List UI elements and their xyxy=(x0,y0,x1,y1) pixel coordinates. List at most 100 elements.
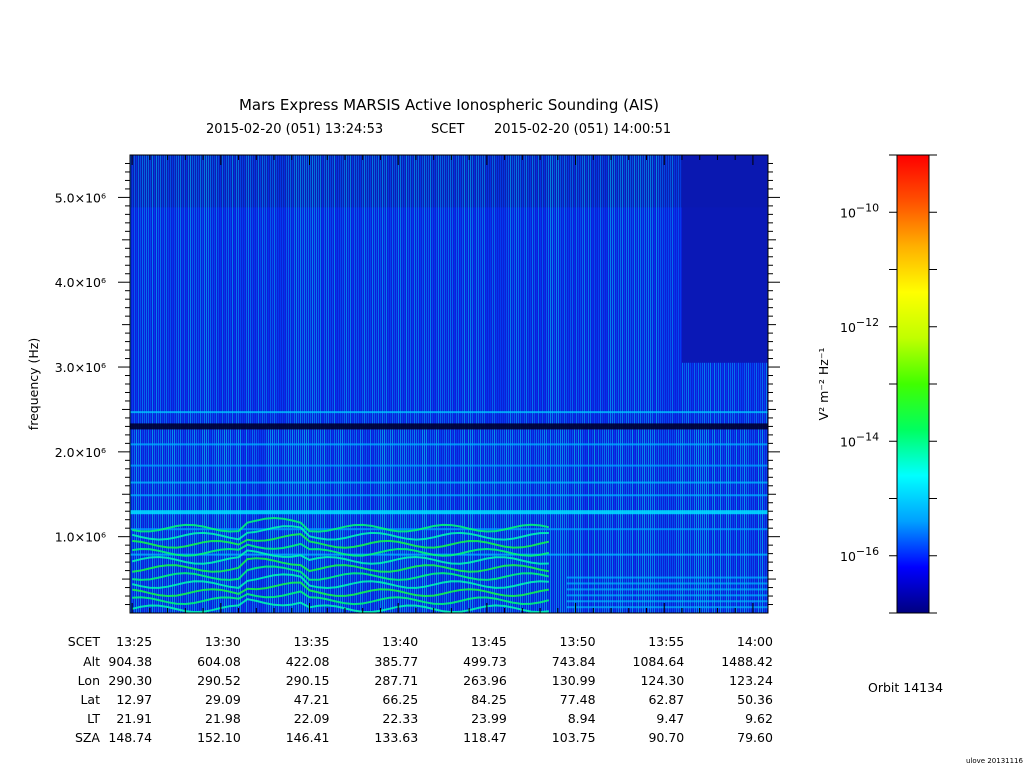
ephemeris-value: 84.25 xyxy=(471,692,507,707)
streak xyxy=(598,426,599,613)
streak xyxy=(672,426,673,613)
streak xyxy=(480,155,481,427)
ephemeris-value: 290.30 xyxy=(108,673,152,688)
echo-trace xyxy=(131,525,549,541)
streak xyxy=(358,426,359,613)
streak xyxy=(498,155,499,427)
streak xyxy=(304,426,305,613)
streak xyxy=(186,426,187,613)
streak xyxy=(730,362,731,427)
ephemeris-value: 422.08 xyxy=(286,654,330,669)
streak xyxy=(412,426,413,613)
streak xyxy=(336,426,337,613)
streak xyxy=(356,426,357,613)
streak xyxy=(552,426,553,613)
streak xyxy=(230,155,231,427)
streak xyxy=(620,155,621,427)
streak xyxy=(142,426,143,613)
streak xyxy=(764,362,765,427)
streak xyxy=(352,426,353,613)
streak xyxy=(758,362,759,427)
streak xyxy=(654,155,655,427)
streak xyxy=(620,426,621,613)
streak xyxy=(752,362,753,427)
ephemeris-label: Alt xyxy=(83,654,100,669)
streak xyxy=(766,362,767,427)
streak xyxy=(144,426,145,613)
streak xyxy=(590,155,591,427)
ephemeris-value: 29.09 xyxy=(205,692,241,707)
streak xyxy=(238,426,239,613)
streak xyxy=(722,426,723,613)
streak xyxy=(348,426,349,613)
streak xyxy=(452,426,453,613)
streak xyxy=(486,426,487,613)
streak xyxy=(450,426,451,613)
streak xyxy=(762,426,763,613)
streak xyxy=(266,426,267,613)
streak xyxy=(456,155,457,427)
streak xyxy=(602,155,603,427)
streak xyxy=(580,155,581,427)
streak xyxy=(308,426,309,613)
streak xyxy=(660,155,661,427)
streak xyxy=(560,426,561,613)
streak xyxy=(514,155,515,427)
streak xyxy=(354,155,355,427)
streak xyxy=(162,426,163,613)
streak xyxy=(172,155,173,427)
streak xyxy=(276,426,277,613)
streak xyxy=(648,426,649,613)
streak xyxy=(244,426,245,613)
streak xyxy=(584,155,585,427)
streak xyxy=(634,155,635,427)
streak xyxy=(682,426,683,613)
streak xyxy=(562,426,563,613)
streak xyxy=(400,426,401,613)
streak xyxy=(646,426,647,613)
streak xyxy=(422,426,423,613)
low-band xyxy=(566,606,768,609)
streak xyxy=(372,155,373,427)
streak xyxy=(318,155,319,427)
streak xyxy=(674,155,675,427)
streak xyxy=(340,155,341,427)
streak xyxy=(334,426,335,613)
streak xyxy=(156,155,157,427)
streak xyxy=(496,426,497,613)
streak xyxy=(150,426,151,613)
streak xyxy=(378,426,379,613)
streak xyxy=(680,426,681,613)
streak xyxy=(464,426,465,613)
streak xyxy=(702,362,703,427)
streak xyxy=(464,155,465,427)
streak xyxy=(208,426,209,613)
ephemeris-value: 904.38 xyxy=(108,654,152,669)
streak xyxy=(190,155,191,427)
streak xyxy=(204,426,205,613)
streak xyxy=(728,362,729,427)
streak xyxy=(728,426,729,613)
streak xyxy=(558,155,559,427)
streak xyxy=(622,426,623,613)
streak xyxy=(682,362,683,427)
streak xyxy=(228,426,229,613)
streak xyxy=(630,155,631,427)
streak xyxy=(462,155,463,427)
streak xyxy=(204,155,205,427)
streak xyxy=(736,426,737,613)
ephemeris-value: 152.10 xyxy=(197,730,241,745)
streak xyxy=(750,426,751,613)
streak xyxy=(576,426,577,613)
streak xyxy=(626,426,627,613)
streak xyxy=(414,426,415,613)
streak xyxy=(656,155,657,427)
streak xyxy=(476,155,477,427)
streak xyxy=(330,426,331,613)
streak xyxy=(710,362,711,427)
streak xyxy=(426,155,427,427)
streak xyxy=(534,155,535,427)
streak xyxy=(168,155,169,427)
streak xyxy=(278,426,279,613)
echo-trace xyxy=(131,516,550,533)
